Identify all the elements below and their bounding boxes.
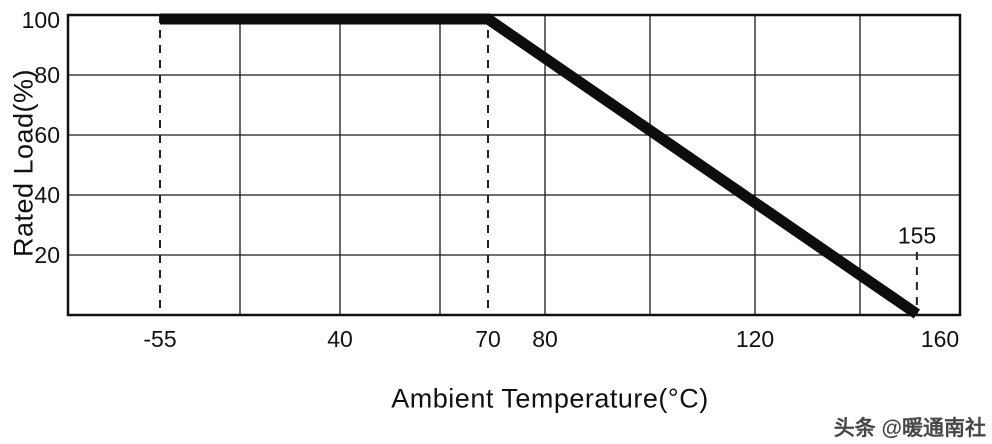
y-tick-label: 80 [34, 62, 60, 88]
x-tick-label: 40 [327, 326, 353, 352]
x-tick-label: 120 [735, 326, 775, 352]
x-tick-label: 160 [920, 326, 960, 352]
max-temp-annotation: 155 [897, 222, 937, 249]
derating-curve [160, 13, 920, 319]
x-tick-label: -55 [143, 326, 177, 352]
watermark: 头条 @暖通南社 [833, 417, 986, 440]
plot-border [66, 13, 962, 317]
y-tick-label: 40 [34, 182, 60, 208]
x-tick-label: 70 [475, 326, 501, 352]
y-tick-label: 100 [21, 7, 60, 33]
y-tick-label: 20 [34, 242, 60, 268]
x-axis-title: Ambient Temperature(°C) [391, 383, 709, 414]
x-tick-label: 80 [532, 326, 558, 352]
y-tick-label: 60 [34, 122, 60, 148]
y-axis-title: Rated Load(%) [8, 68, 39, 258]
